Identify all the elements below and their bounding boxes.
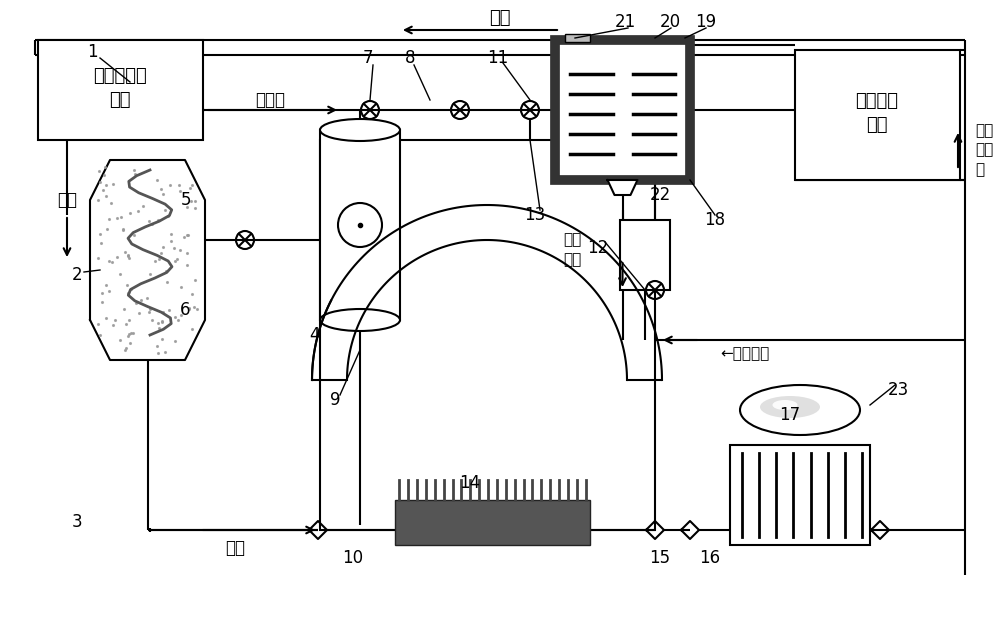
Text: 1: 1: [87, 43, 97, 61]
FancyBboxPatch shape: [620, 220, 670, 290]
Ellipse shape: [320, 119, 400, 141]
Ellipse shape: [740, 385, 860, 435]
Text: 3: 3: [72, 513, 82, 531]
Polygon shape: [608, 180, 638, 195]
Ellipse shape: [760, 396, 820, 418]
Text: 余热: 余热: [57, 191, 77, 209]
Text: 23: 23: [887, 381, 909, 399]
Text: 9: 9: [330, 391, 340, 409]
Text: 15: 15: [649, 549, 671, 567]
FancyBboxPatch shape: [38, 40, 203, 140]
Text: 12: 12: [587, 239, 609, 257]
Text: 8: 8: [405, 49, 415, 67]
Text: 4: 4: [310, 326, 320, 344]
Text: 19: 19: [695, 13, 717, 31]
Text: 20: 20: [659, 13, 681, 31]
Text: 沼气: 沼气: [225, 539, 245, 557]
FancyBboxPatch shape: [320, 140, 655, 530]
Text: 生物炭: 生物炭: [255, 91, 285, 109]
Text: 6: 6: [180, 301, 190, 319]
Text: 22: 22: [649, 186, 671, 204]
Text: 10: 10: [342, 549, 364, 567]
FancyBboxPatch shape: [795, 50, 960, 180]
Text: 生物炭制备
单元: 生物炭制备 单元: [93, 67, 147, 109]
FancyBboxPatch shape: [565, 34, 590, 42]
Text: 21: 21: [614, 13, 636, 31]
Ellipse shape: [320, 309, 400, 331]
Text: 5: 5: [181, 191, 191, 209]
Text: 沼渣: 沼渣: [489, 9, 511, 27]
Text: 复合
介体: 复合 介体: [563, 232, 582, 267]
Text: 14: 14: [459, 474, 481, 492]
Text: 17: 17: [779, 406, 801, 424]
FancyBboxPatch shape: [730, 445, 870, 545]
Text: 7: 7: [363, 49, 373, 67]
Text: 2: 2: [72, 266, 82, 284]
Text: ←回收介体: ←回收介体: [720, 346, 769, 362]
Text: 16: 16: [699, 549, 721, 567]
FancyBboxPatch shape: [320, 130, 400, 320]
Ellipse shape: [772, 400, 798, 410]
Text: 固液分离
单元: 固液分离 单元: [856, 92, 898, 134]
Text: 11: 11: [487, 49, 509, 67]
Text: 13: 13: [524, 206, 546, 224]
FancyBboxPatch shape: [555, 40, 690, 180]
Text: 发酵
剩余
物: 发酵 剩余 物: [975, 123, 993, 177]
Text: 18: 18: [704, 211, 726, 229]
FancyBboxPatch shape: [395, 500, 590, 545]
Polygon shape: [90, 160, 205, 360]
